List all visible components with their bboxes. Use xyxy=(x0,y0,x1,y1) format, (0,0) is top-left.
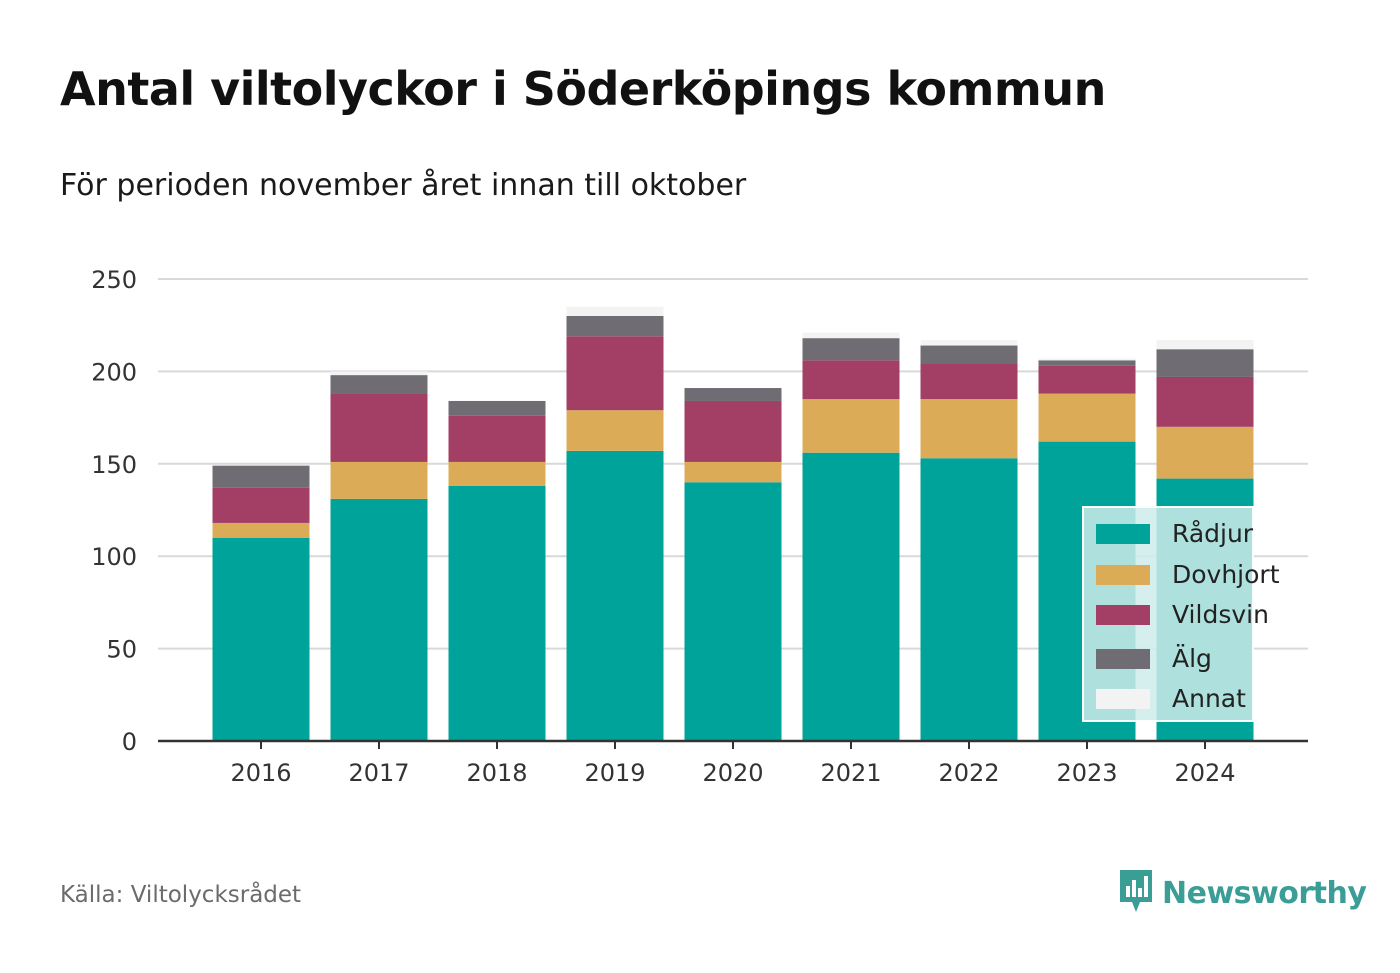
bar-segment-vildsvin xyxy=(566,336,664,411)
x-tick-label: 2024 xyxy=(1174,759,1235,787)
bar-segment-vildsvin xyxy=(448,415,546,462)
bar-segment-älg xyxy=(212,465,310,488)
bar-segment-älg xyxy=(566,315,664,337)
bar-segment-dovhjort xyxy=(684,461,782,483)
bar-segment-dovhjort xyxy=(1156,426,1254,479)
y-tick-label: 0 xyxy=(122,728,137,756)
bar-segment-vildsvin xyxy=(684,400,782,462)
bar-segment-dovhjort xyxy=(212,522,310,538)
bar-segment-dovhjort xyxy=(1038,393,1136,442)
bar-segment-vildsvin xyxy=(1156,376,1254,427)
x-tick-label: 2019 xyxy=(584,759,645,787)
bar-segment-älg xyxy=(1038,360,1136,366)
legend-label: Rådjur xyxy=(1172,519,1254,548)
bar-segment-annat xyxy=(802,332,900,339)
brand-logo: Newsworthy xyxy=(1118,868,1367,918)
x-tick-label: 2022 xyxy=(938,759,999,787)
bar-segment-älg xyxy=(920,345,1018,365)
chart-title: Antal viltolyckor i Söderköpings kommun xyxy=(60,62,1106,116)
bar-segment-dovhjort xyxy=(566,410,664,451)
y-tick-label: 150 xyxy=(91,451,137,479)
legend-swatch xyxy=(1096,688,1150,709)
legend-label: Annat xyxy=(1172,684,1246,713)
legend-swatch xyxy=(1096,564,1150,585)
legend-swatch xyxy=(1096,648,1150,669)
bar-segment-rådjur xyxy=(448,485,546,741)
bar-segment-rådjur xyxy=(330,498,428,741)
y-tick-label: 100 xyxy=(91,543,137,571)
legend-item: Dovhjort xyxy=(1096,560,1280,589)
source-note: Källa: Viltolycksrådet xyxy=(60,882,302,908)
bar-segment-älg xyxy=(684,388,782,401)
bar-segment-vildsvin xyxy=(1038,365,1136,394)
bar-segment-dovhjort xyxy=(448,461,546,486)
legend-label: Dovhjort xyxy=(1172,560,1280,589)
y-tick-label: 50 xyxy=(106,636,137,664)
bar-segment-annat xyxy=(566,306,664,316)
bar-segment-dovhjort xyxy=(330,461,428,499)
bar-segment-rådjur xyxy=(802,452,900,741)
x-tick-label: 2021 xyxy=(820,759,881,787)
bar-segment-dovhjort xyxy=(802,399,900,453)
x-tick-label: 2016 xyxy=(230,759,291,787)
bar-segment-vildsvin xyxy=(920,364,1018,400)
brand-name: Newsworthy xyxy=(1162,875,1367,911)
bar-segment-annat xyxy=(920,339,1018,346)
bar-segment-älg xyxy=(448,400,546,416)
legend-item: Rådjur xyxy=(1096,519,1253,548)
bar-segment-vildsvin xyxy=(212,487,310,523)
bar-segment-älg xyxy=(1156,349,1254,377)
bar-segment-vildsvin xyxy=(330,393,428,462)
legend-swatch xyxy=(1096,523,1150,544)
bar-segment-annat xyxy=(1038,358,1136,361)
legend-item: Annat xyxy=(1096,684,1246,713)
legend-item: Älg xyxy=(1096,644,1212,673)
legend-swatch xyxy=(1096,604,1150,625)
legend-label: Vildsvin xyxy=(1172,600,1269,629)
y-tick-label: 200 xyxy=(91,358,137,386)
x-tick-label: 2020 xyxy=(702,759,763,787)
bar-segment-älg xyxy=(330,375,428,394)
bar-segment-annat xyxy=(1156,339,1254,350)
legend-label: Älg xyxy=(1172,644,1212,673)
bar-segment-dovhjort xyxy=(920,399,1018,459)
newsworthy-logo-icon xyxy=(1118,868,1154,918)
bar-segment-rådjur xyxy=(212,537,310,741)
bar-segment-rådjur xyxy=(566,450,664,741)
bar-segment-annat xyxy=(330,371,428,376)
bar-segment-vildsvin xyxy=(802,360,900,400)
x-tick-label: 2023 xyxy=(1056,759,1117,787)
x-tick-label: 2018 xyxy=(466,759,527,787)
bar-segment-rådjur xyxy=(684,482,782,741)
y-tick-label: 250 xyxy=(91,266,137,294)
bar-segment-rådjur xyxy=(920,458,1018,741)
chart-subtitle: För perioden november året innan till ok… xyxy=(60,168,747,203)
chart-legend: Rådjur Dovhjort Vildsvin Älg Annat xyxy=(1082,506,1280,722)
x-tick-label: 2017 xyxy=(348,759,409,787)
legend-item: Vildsvin xyxy=(1096,600,1269,629)
bar-segment-älg xyxy=(802,338,900,361)
